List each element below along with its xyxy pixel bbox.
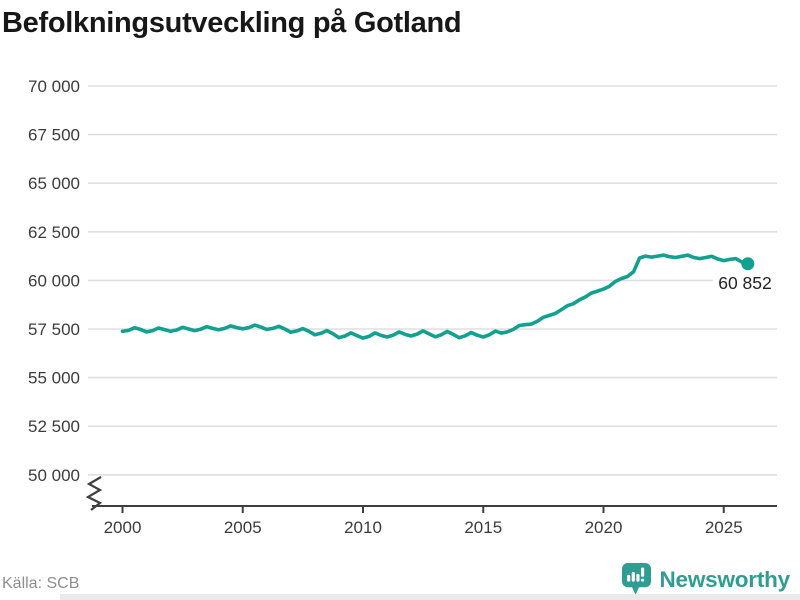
population-line-chart: 70 000 67 500 65 000 62 500 60 000 57 500 55 0… xyxy=(28,77,777,537)
chart-title: Befolkningsutveckling på Gotland xyxy=(2,7,462,39)
last-value-label: 60 852 xyxy=(718,273,772,293)
axis-break-icon xyxy=(85,476,103,511)
x-tick-label: 2020 xyxy=(585,518,623,537)
y-tick-label: 60 000 xyxy=(28,271,80,290)
y-tick-label: 70 000 xyxy=(28,77,80,96)
x-tick-label: 2000 xyxy=(104,518,142,537)
y-tick-label: 50 000 xyxy=(28,466,80,485)
y-tick-label: 65 000 xyxy=(28,174,80,193)
y-tick-label: 62 500 xyxy=(28,223,80,242)
x-tick-label: 2015 xyxy=(464,518,502,537)
y-tick-label: 67 500 xyxy=(28,126,80,145)
newsworthy-wordmark: Newsworthy xyxy=(659,566,790,592)
y-tick-label: 55 000 xyxy=(28,369,80,388)
x-tick-label: 2025 xyxy=(705,518,743,537)
x-tick-label: 2010 xyxy=(344,518,382,537)
last-point-marker xyxy=(741,257,755,271)
newsworthy-brand[interactable]: Newsworthy xyxy=(621,562,790,597)
last-value-label-bg xyxy=(713,273,777,292)
bottom-strip xyxy=(60,594,800,600)
newsworthy-logo-icon xyxy=(622,563,652,595)
y-tick-label: 57 500 xyxy=(28,320,80,339)
x-tick-label: 2005 xyxy=(224,518,262,537)
y-tick-label: 52 500 xyxy=(28,417,80,436)
source-label: Källa: SCB xyxy=(2,575,80,592)
population-line xyxy=(120,253,750,340)
